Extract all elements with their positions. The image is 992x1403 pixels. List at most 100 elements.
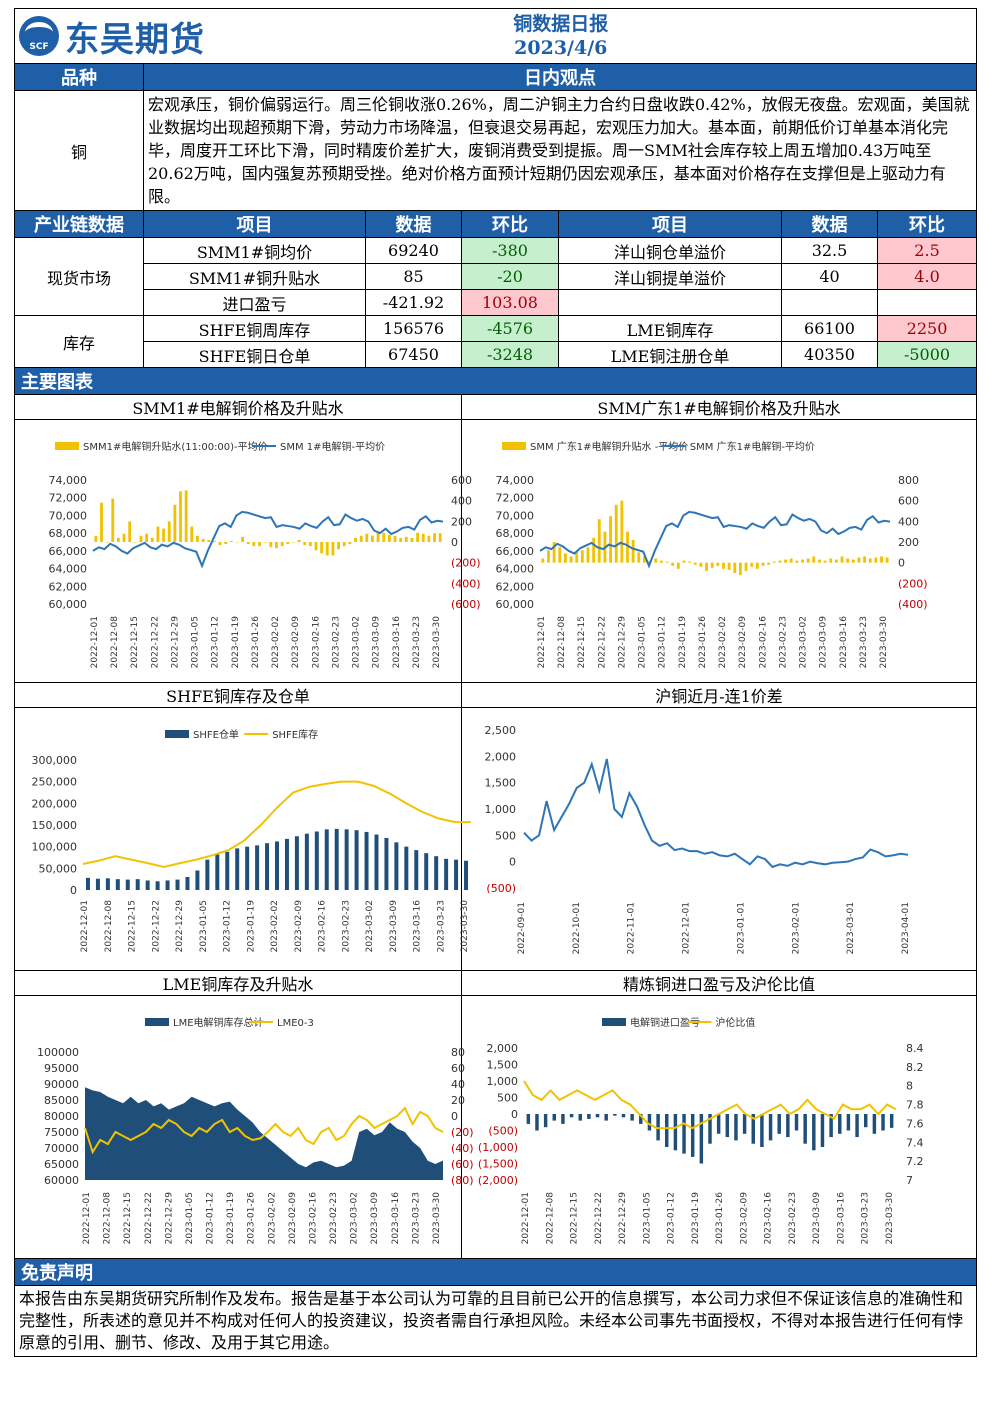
disclaimer-header: 免责声明	[13, 1258, 978, 1286]
chart-bar	[201, 538, 205, 542]
y-tick-label: (1,500)	[478, 1158, 518, 1171]
chart-bar	[128, 521, 132, 542]
y-tick-label: 75000	[44, 1126, 79, 1139]
x-tick-label: 2023-02-02	[718, 616, 728, 668]
chart-bar	[760, 1114, 764, 1147]
chart-bar	[150, 537, 154, 542]
x-tick-label: 2022-12-01	[537, 616, 547, 668]
chart-bar	[872, 1114, 877, 1134]
legend-label: SMM1#电解铜升贴水(11:00:00)-平均价	[83, 440, 268, 453]
y-tick-label: 300,000	[32, 754, 78, 767]
chart-bar	[291, 542, 295, 543]
chart-bar	[682, 560, 686, 563]
chart-title-3: SHFE铜库存及仓单	[14, 682, 462, 708]
chart-bar	[620, 500, 624, 563]
company-logo: SCF 东吴期货	[15, 12, 366, 61]
report-title: 铜数据日报	[513, 13, 609, 35]
y-tick-label: 0	[511, 1108, 518, 1121]
y-tick-label: 70,000	[496, 509, 535, 522]
y-tick-label: 200,000	[32, 797, 78, 810]
y-tick-label: 90000	[44, 1078, 79, 1091]
chart-bar	[851, 559, 855, 563]
chart-bar	[196, 535, 199, 542]
legend-label: SMM 1#电解铜-平均价	[280, 440, 385, 453]
chart-bar	[284, 838, 289, 890]
chart-import-ratio-svg: 电解铜进口盈亏 沪伦比值 2,000 1,500 1,000 500 0 (500) (1,00…	[478, 1016, 924, 1245]
x-tick-label: 2023-03-23	[436, 900, 446, 952]
x-tick-label: 2023-01-01	[736, 902, 746, 954]
chart-bar	[708, 1114, 712, 1144]
chain-header-2: 数据	[365, 210, 462, 238]
y-tick-label: 400	[898, 515, 919, 528]
x-tick-label: 2023-01-05	[185, 1192, 195, 1244]
chart-bar	[438, 533, 442, 542]
value-lme-stock: 66100	[781, 315, 878, 342]
y-tick-label: (600)	[451, 598, 481, 611]
x-tick-label: 2023-02-02	[270, 900, 280, 952]
legend-label: LME电解铜库存总计	[173, 1016, 264, 1029]
chart-bar	[637, 552, 641, 563]
x-tick-label: 2023-02-09	[739, 1192, 749, 1245]
empty-cell	[781, 289, 878, 316]
y-tick-label: 85000	[44, 1094, 79, 1107]
legend-bar-swatch	[55, 442, 79, 450]
x-tick-label: 2023-03-30	[460, 900, 470, 953]
chart-bar	[840, 556, 844, 563]
chart-bar	[454, 859, 459, 890]
x-tick-label: 2023-03-01	[846, 902, 856, 954]
chart-bar	[716, 562, 720, 566]
legend-bar-swatch	[502, 442, 526, 450]
chart-bar	[693, 562, 697, 565]
chart-bar	[308, 542, 312, 547]
chart-title-5: LME铜库存及升贴水	[14, 970, 462, 996]
chart-bar	[374, 834, 379, 890]
x-tick-label: 2022-12-29	[618, 1192, 628, 1245]
legend-bar-swatch	[165, 730, 189, 738]
x-tick-label: 2022-12-01	[90, 616, 100, 668]
y-tick-label: 68,000	[49, 527, 88, 540]
chart-bar	[613, 1114, 617, 1116]
y-tick-label: 95000	[44, 1062, 79, 1075]
chart-bar	[184, 490, 188, 542]
chart-bar	[156, 526, 160, 542]
chart-bar	[115, 879, 120, 890]
change-yangshan-bl: 4.0	[876, 263, 978, 290]
y-tick-label: 0	[509, 856, 516, 869]
y-tick-label: (500)	[486, 882, 516, 895]
y-tick-label: 8.4	[906, 1042, 924, 1055]
logo-text: 东吴期货	[65, 19, 205, 60]
chart-title-2: SMM广东1#电解铜价格及升贴水	[460, 394, 978, 420]
x-tick-label: 2022-11-01	[627, 902, 637, 954]
chart-bar	[100, 502, 103, 542]
chart-series-line	[523, 1080, 897, 1130]
chart-smm-price: SMM1#电解铜升贴水(11:00:00)-平均价 SMM 1#电解铜-平均价 74…	[14, 419, 481, 683]
chart-bar	[162, 528, 165, 542]
chart-bar	[794, 1114, 799, 1131]
chart-bar	[325, 542, 329, 556]
legend-label: SMM 广东1#电解铜升贴水 -平均价	[530, 440, 688, 453]
y-tick-label: 62,000	[49, 580, 88, 593]
x-tick-label: 2022-12-22	[594, 1192, 604, 1244]
chart-bar	[801, 559, 804, 563]
chain-header-6: 环比	[876, 210, 978, 238]
chart-bar	[314, 542, 318, 551]
value-shfe-daily: 67450	[365, 341, 462, 368]
chart-bar	[863, 1114, 868, 1128]
chart-bar	[671, 562, 675, 566]
chart-import-ratio: 电解铜进口盈亏 沪伦比值 2,000 1,500 1,000 500 0 (500) (1,00…	[460, 995, 978, 1259]
chart-bar	[768, 1114, 773, 1141]
chart-bar	[95, 878, 100, 890]
variety-header: 品种	[14, 63, 144, 91]
change-shfe-weekly: -4576	[461, 315, 559, 342]
item-lme-registered: LME铜注册仓单	[558, 341, 782, 368]
chart-bar	[393, 535, 397, 542]
chart-bar	[639, 1114, 643, 1124]
chart-bar	[750, 562, 754, 567]
x-tick-label: 2023-03-30	[432, 1192, 442, 1245]
chart-bar	[829, 558, 833, 563]
chart-bar	[654, 558, 658, 563]
value-lme-registered: 40350	[781, 341, 878, 368]
x-tick-label: 2023-01-05	[191, 616, 201, 668]
report-date: 2023/4/6	[514, 37, 608, 59]
chart-series-line	[84, 1106, 444, 1155]
